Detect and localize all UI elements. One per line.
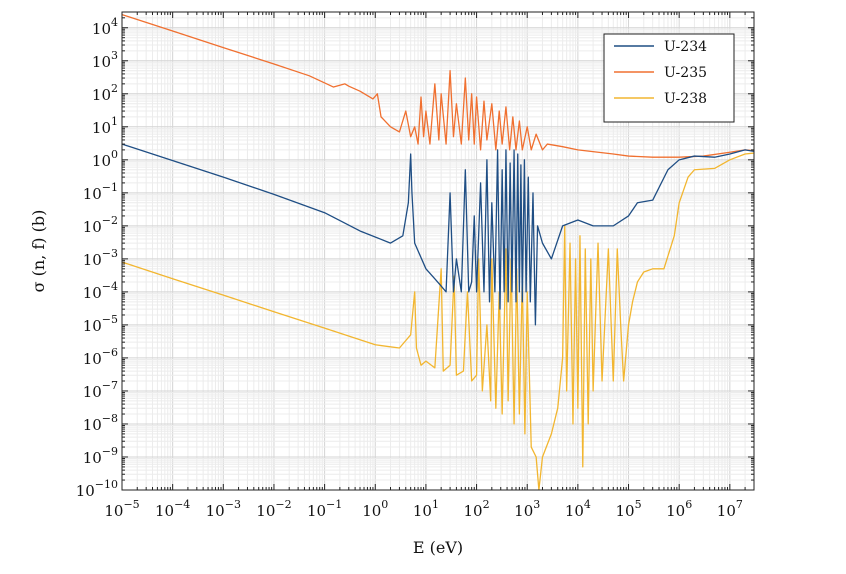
y-tick-label: 10−6 xyxy=(83,346,118,368)
y-tick-label: 10−4 xyxy=(83,280,118,302)
x-tick-label: 106 xyxy=(666,498,692,520)
axis-ticks xyxy=(121,11,755,491)
y-tick-label: 10−3 xyxy=(83,247,118,269)
x-tick-label: 100 xyxy=(362,498,388,520)
x-tick-label: 105 xyxy=(615,498,641,520)
x-tick-label: 10−3 xyxy=(206,498,241,520)
y-tick-label: 104 xyxy=(92,16,118,38)
legend-box xyxy=(603,33,735,123)
plot-frame xyxy=(121,11,755,491)
y-tick-label: 10−1 xyxy=(83,181,118,203)
x-tick-label: 10−4 xyxy=(155,498,190,520)
y-axis-label: σ (n, f) (b) xyxy=(29,210,48,293)
series-lines xyxy=(122,13,754,490)
x-tick-label: 101 xyxy=(413,498,439,520)
y-tick-label: 103 xyxy=(92,49,118,71)
x-tick-label: 104 xyxy=(565,498,591,520)
y-tick-label: 10−9 xyxy=(83,445,118,467)
legend-label: U-238 xyxy=(664,91,707,107)
series-line-u-235 xyxy=(122,13,754,158)
x-axis-label: E (eV) xyxy=(413,538,463,557)
series-line-u-238 xyxy=(122,152,754,490)
y-tick-label: 10−8 xyxy=(83,412,118,434)
x-tick-label: 10−1 xyxy=(307,498,342,520)
y-tick-label: 10−10 xyxy=(76,478,118,500)
y-tick-label: 100 xyxy=(92,148,118,170)
y-tick-label: 101 xyxy=(92,115,118,137)
legend: U-234 U-235 U-238 xyxy=(603,33,735,123)
y-tick-label: 10−2 xyxy=(83,214,118,236)
grid xyxy=(121,11,755,491)
y-tick-label: 10−5 xyxy=(83,313,118,335)
x-tick-label: 103 xyxy=(514,498,540,520)
x-tick-label: 102 xyxy=(464,498,490,520)
y-tick-label: 102 xyxy=(92,82,118,104)
series-line-u-234 xyxy=(122,143,754,326)
y-tick-label: 10−7 xyxy=(83,379,118,401)
legend-label: U-234 xyxy=(664,39,707,55)
legend-label: U-235 xyxy=(664,65,707,81)
x-tick-label: 10−5 xyxy=(104,498,139,520)
tick-labels: 10−5 10−4 10−3 10−2 10−1 100 101 102 103 104 105 10… xyxy=(76,16,743,520)
x-tick-label: 10−2 xyxy=(256,498,291,520)
x-tick-label: 107 xyxy=(717,498,743,520)
